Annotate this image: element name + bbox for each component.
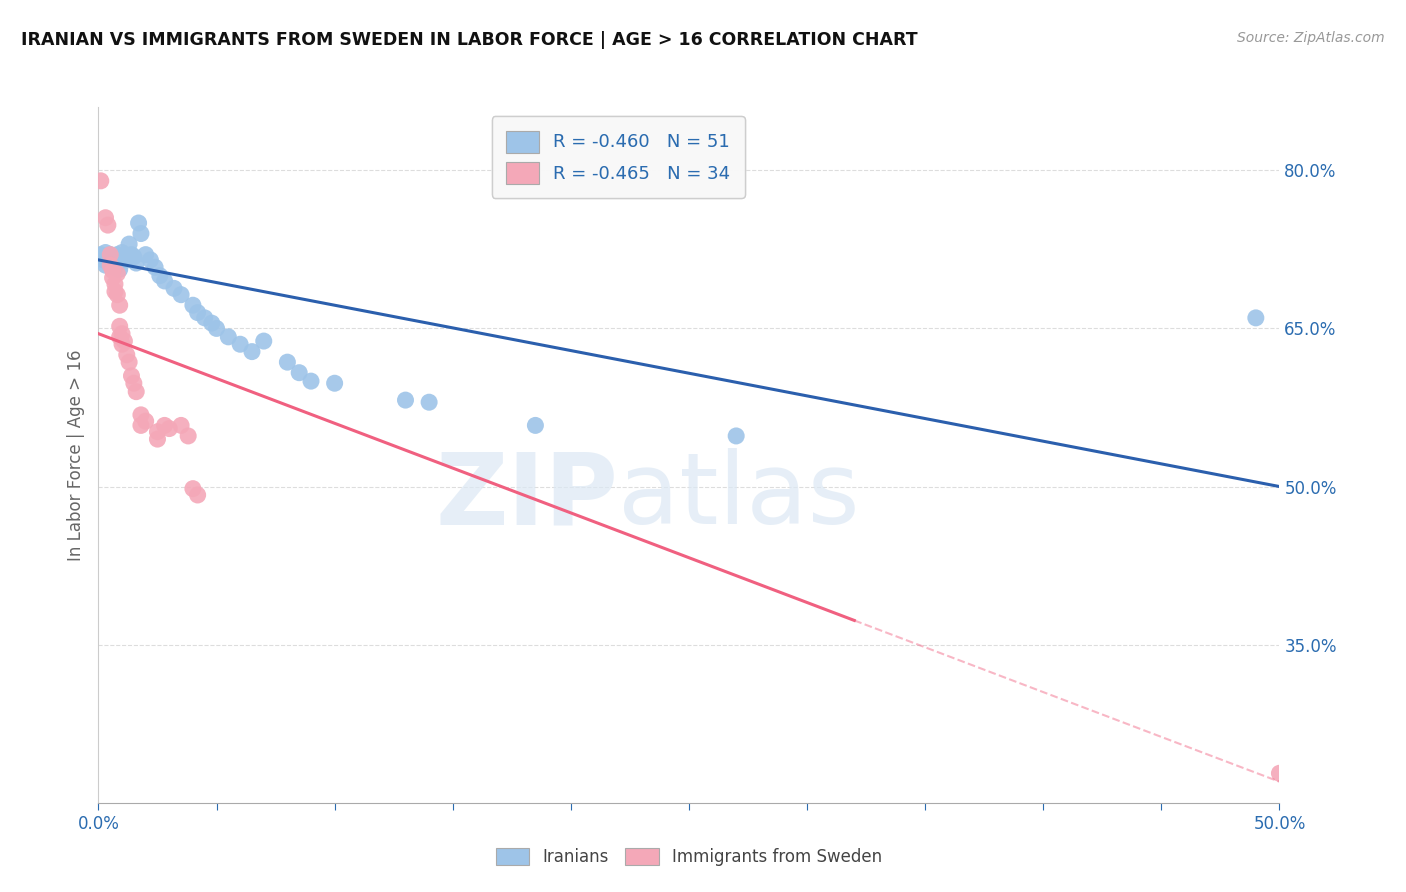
- Point: [149, 268, 172, 283]
- Point: [146, 432, 169, 446]
- Point: [418, 395, 440, 409]
- Point: [181, 298, 204, 312]
- Point: [181, 482, 204, 496]
- Point: [201, 316, 224, 330]
- Point: [111, 337, 134, 351]
- Point: [157, 421, 180, 435]
- Point: [97, 218, 120, 232]
- Point: [98, 247, 121, 261]
- Point: [111, 326, 134, 341]
- Point: [240, 344, 263, 359]
- Text: IRANIAN VS IMMIGRANTS FROM SWEDEN IN LABOR FORCE | AGE > 16 CORRELATION CHART: IRANIAN VS IMMIGRANTS FROM SWEDEN IN LAB…: [21, 31, 918, 49]
- Point: [91, 250, 114, 264]
- Point: [187, 305, 209, 319]
- Point: [129, 227, 152, 241]
- Point: [135, 247, 157, 261]
- Point: [101, 250, 124, 264]
- Point: [118, 355, 141, 369]
- Point: [105, 247, 128, 261]
- Point: [108, 250, 131, 264]
- Point: [111, 245, 134, 260]
- Point: [288, 366, 311, 380]
- Point: [153, 274, 176, 288]
- Point: [104, 252, 127, 266]
- Point: [394, 393, 416, 408]
- Point: [143, 260, 166, 275]
- Point: [170, 287, 193, 301]
- Point: [524, 418, 547, 433]
- Point: [323, 376, 346, 391]
- Point: [125, 256, 148, 270]
- Point: [139, 252, 162, 267]
- Point: [299, 374, 322, 388]
- Point: [118, 237, 141, 252]
- Point: [105, 256, 128, 270]
- Legend: R = -0.460   N = 51, R = -0.465   N = 34: R = -0.460 N = 51, R = -0.465 N = 34: [492, 116, 745, 198]
- Point: [276, 355, 298, 369]
- Point: [101, 263, 124, 277]
- Point: [153, 418, 176, 433]
- Point: [108, 319, 131, 334]
- Point: [121, 247, 143, 261]
- Point: [205, 321, 228, 335]
- Point: [105, 287, 128, 301]
- Point: [115, 252, 138, 267]
- Point: [104, 277, 127, 292]
- Point: [129, 418, 152, 433]
- Point: [187, 488, 209, 502]
- Point: [94, 211, 117, 225]
- Point: [98, 258, 121, 272]
- Point: [146, 425, 169, 439]
- Point: [108, 330, 131, 344]
- Point: [115, 348, 138, 362]
- Point: [112, 334, 135, 348]
- Point: [1268, 766, 1291, 780]
- Point: [91, 252, 114, 267]
- Point: [108, 262, 131, 277]
- Point: [94, 245, 117, 260]
- Text: atlas: atlas: [619, 448, 859, 545]
- Point: [97, 254, 120, 268]
- Point: [194, 310, 217, 325]
- Point: [98, 247, 121, 261]
- Point: [94, 258, 117, 272]
- Point: [135, 414, 157, 428]
- Point: [104, 285, 127, 299]
- Point: [229, 337, 252, 351]
- Point: [125, 384, 148, 399]
- Point: [163, 281, 186, 295]
- Point: [104, 260, 127, 275]
- Point: [101, 270, 124, 285]
- Point: [253, 334, 276, 348]
- Point: [101, 256, 124, 270]
- Text: ZIP: ZIP: [436, 448, 619, 545]
- Point: [105, 267, 128, 281]
- Text: Source: ZipAtlas.com: Source: ZipAtlas.com: [1237, 31, 1385, 45]
- Point: [108, 298, 131, 312]
- Point: [90, 174, 112, 188]
- Point: [90, 247, 112, 261]
- Point: [122, 250, 145, 264]
- Point: [129, 408, 152, 422]
- Point: [97, 250, 120, 264]
- Point: [170, 418, 193, 433]
- Point: [725, 429, 748, 443]
- Point: [128, 216, 150, 230]
- Point: [217, 330, 239, 344]
- Point: [177, 429, 200, 443]
- Legend: Iranians, Immigrants from Sweden: Iranians, Immigrants from Sweden: [488, 840, 890, 875]
- Point: [98, 258, 121, 272]
- Point: [1244, 310, 1267, 325]
- Y-axis label: In Labor Force | Age > 16: In Labor Force | Age > 16: [66, 349, 84, 561]
- Point: [121, 368, 143, 383]
- Point: [122, 376, 145, 391]
- Point: [112, 250, 135, 264]
